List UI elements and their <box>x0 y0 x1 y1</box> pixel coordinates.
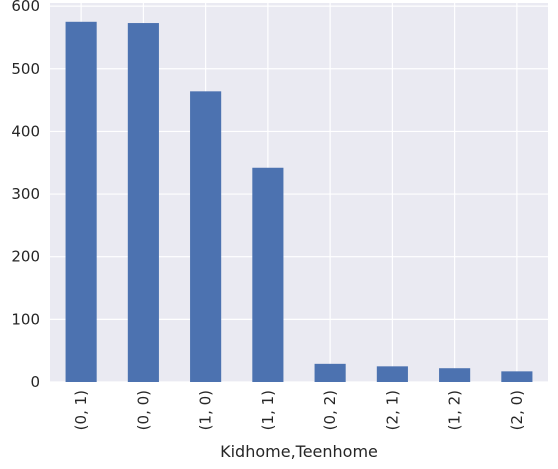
bar <box>314 363 346 382</box>
plot-area <box>50 3 548 382</box>
bar <box>65 21 97 382</box>
bar <box>439 368 471 382</box>
x-axis-label: Kidhome,Teenhome <box>220 442 378 461</box>
x-tick-labels: (0, 1) (0, 0) (1, 0) (1, 1) (0, 2) (2, 1) (1, … <box>72 390 526 430</box>
y-tick-label: 300 <box>11 185 40 203</box>
bar <box>127 23 159 382</box>
x-tick-label: (1, 1) <box>259 390 277 430</box>
bar <box>252 167 284 382</box>
x-tick-label: (2, 0) <box>508 390 526 430</box>
x-tick-label: (1, 0) <box>197 390 215 430</box>
x-tick-label: (0, 1) <box>72 390 90 430</box>
y-tick-label: 400 <box>11 122 40 140</box>
y-tick-label: 100 <box>11 310 40 328</box>
y-tick-label: 0 <box>30 373 40 391</box>
y-tick-label: 600 <box>11 0 40 15</box>
x-tick-label: (2, 1) <box>383 390 401 430</box>
x-tick-label: (0, 0) <box>134 390 152 430</box>
bars <box>65 21 533 383</box>
x-tick-label: (1, 2) <box>446 390 464 430</box>
y-tick-labels: 0 100 200 300 400 500 600 <box>11 0 40 391</box>
bar <box>190 91 222 383</box>
bar <box>501 371 533 382</box>
x-tick-label: (0, 2) <box>321 390 339 430</box>
y-tick-label: 500 <box>11 60 40 78</box>
bar <box>376 366 408 382</box>
y-tick-label: 200 <box>11 248 40 266</box>
